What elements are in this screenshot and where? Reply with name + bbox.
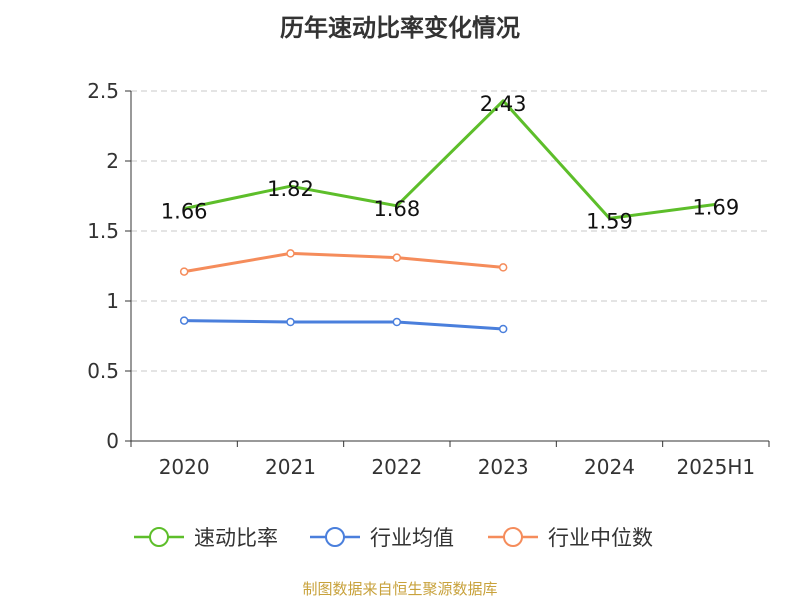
chart-title: 历年速动比率变化情况 — [280, 14, 520, 42]
x-tick-label: 2024 — [584, 455, 635, 479]
legend[interactable]: 速动比率 行业均值 行业中位数 — [134, 526, 653, 550]
y-tick-label: 0 — [106, 429, 119, 453]
y-tick-label: 1.5 — [87, 219, 119, 243]
series-lines — [179, 99, 717, 334]
legend-label: 速动比率 — [194, 526, 278, 550]
series-line — [184, 319, 504, 331]
legend-marker — [325, 527, 345, 547]
data-point — [498, 263, 508, 272]
source-note: 制图数据来自恒生聚源数据库 — [302, 580, 498, 598]
data-label: 1.69 — [692, 195, 739, 219]
grid-lines — [131, 90, 769, 372]
data-label: 1.59 — [586, 209, 633, 233]
data-label: 1.68 — [373, 197, 420, 221]
legend-item[interactable]: 行业中位数 — [488, 526, 653, 550]
x-tick-label: 2022 — [371, 455, 422, 479]
data-point — [392, 253, 402, 262]
legend-item[interactable]: 速动比率 — [134, 526, 278, 550]
series-line — [183, 251, 504, 274]
legend-marker — [149, 527, 169, 547]
data-point — [286, 249, 295, 258]
y-tick-label: 2 — [106, 149, 119, 173]
legend-item[interactable]: 行业均值 — [310, 526, 454, 550]
legend-label: 行业均值 — [370, 526, 454, 550]
y-tick-label: 0.5 — [87, 359, 119, 383]
legend-marker — [503, 527, 523, 547]
data-point — [286, 317, 295, 327]
data-point — [498, 324, 508, 334]
data-point — [179, 267, 189, 276]
data-point — [392, 317, 402, 327]
legend-label: 行业中位数 — [548, 526, 653, 550]
data-point — [179, 316, 189, 325]
x-tick-label: 2025H1 — [676, 455, 755, 479]
x-tick-label: 2020 — [159, 455, 210, 479]
series-line — [183, 99, 717, 220]
axes: 0 0.5 1 1.5 2 2.5 2020 2021 2022 2023 2024 2025H1 — [87, 79, 770, 479]
x-tick-label: 2021 — [265, 455, 316, 479]
data-label: 1.82 — [267, 177, 314, 201]
y-tick-label: 1 — [106, 289, 119, 313]
data-label: 2.43 — [480, 92, 527, 116]
y-tick-label: 2.5 — [87, 79, 119, 103]
data-labels: 1.66 1.82 1.68 2.43 1.59 1.69 — [161, 92, 739, 234]
x-tick-label: 2023 — [478, 455, 529, 479]
data-label: 1.66 — [161, 200, 208, 224]
